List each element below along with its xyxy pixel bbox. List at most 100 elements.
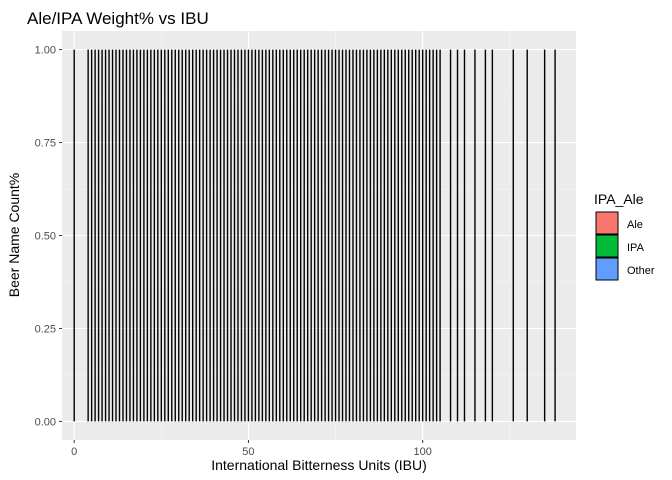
bar <box>153 49 156 422</box>
y-tick-label: 0.25 <box>35 323 56 335</box>
bar <box>90 49 93 422</box>
bar <box>456 49 459 422</box>
bar <box>226 49 229 422</box>
bar <box>359 49 361 422</box>
bar <box>136 49 138 422</box>
bar <box>181 49 183 422</box>
bar <box>435 49 438 422</box>
x-tick-label: 100 <box>413 446 431 458</box>
bar <box>268 49 271 422</box>
bar <box>111 49 114 422</box>
bar <box>205 49 208 422</box>
bar <box>115 49 117 422</box>
bar <box>310 49 312 422</box>
bar <box>157 49 159 422</box>
x-tick-label: 0 <box>71 446 77 458</box>
bar <box>223 49 225 422</box>
bar <box>404 49 406 422</box>
bar <box>421 49 424 422</box>
y-axis: 0.00 0.25 0.50 0.75 1.00 <box>35 45 62 428</box>
bar <box>164 49 166 422</box>
legend-title: IPA_Ale <box>594 191 644 207</box>
bar <box>212 49 215 422</box>
bar <box>554 49 556 422</box>
y-tick-label: 1.00 <box>35 45 56 57</box>
bar <box>425 49 427 422</box>
bar <box>209 49 211 422</box>
bar <box>104 49 107 422</box>
bar <box>219 49 222 422</box>
bar <box>394 49 396 422</box>
bar <box>293 49 295 422</box>
bar <box>474 49 476 422</box>
bar <box>198 49 201 422</box>
legend-label-ale: Ale <box>627 219 643 231</box>
bar <box>132 49 135 422</box>
bar <box>174 49 176 422</box>
bar <box>247 49 250 422</box>
bar <box>125 49 128 422</box>
x-tick-label: 50 <box>242 446 254 458</box>
bar <box>240 49 243 422</box>
legend-key-ale <box>595 211 619 235</box>
bar <box>439 49 441 422</box>
bar <box>313 49 316 422</box>
bar <box>146 49 149 422</box>
bar <box>258 49 260 422</box>
bar <box>463 49 466 422</box>
bar <box>202 49 204 422</box>
chart-title: Ale/IPA Weight% vs IBU <box>27 9 209 28</box>
bar <box>306 49 309 422</box>
legend-key-other <box>595 257 619 281</box>
bar <box>320 49 323 422</box>
bar <box>237 49 239 422</box>
bar <box>387 49 389 422</box>
bar <box>373 49 375 422</box>
bar <box>108 49 110 422</box>
y-tick-label: 0.75 <box>35 138 56 150</box>
bar <box>331 49 333 422</box>
bars <box>73 49 556 422</box>
bar <box>129 49 131 422</box>
bar <box>167 49 169 422</box>
bar <box>251 49 253 422</box>
bar <box>383 49 386 422</box>
y-tick-label: 0.00 <box>35 416 56 428</box>
bar <box>401 49 403 422</box>
bar <box>244 49 246 422</box>
bar <box>195 49 197 422</box>
bar <box>73 49 75 422</box>
bar <box>296 49 298 422</box>
bar <box>345 49 347 422</box>
legend-items: Ale IPA Other <box>595 211 655 281</box>
bar <box>526 49 528 422</box>
bar <box>449 49 452 422</box>
bar <box>289 49 291 422</box>
bar <box>143 49 145 422</box>
bar <box>275 49 278 422</box>
bar <box>261 49 264 422</box>
bar <box>94 49 96 422</box>
bar <box>408 49 410 422</box>
bar <box>282 49 284 422</box>
bar <box>484 49 487 422</box>
bar <box>97 49 100 422</box>
bar <box>432 49 434 422</box>
bar <box>341 49 344 422</box>
bar <box>160 49 163 422</box>
bar <box>376 49 379 422</box>
x-axis-title: International Bitterness Units (IBU) <box>211 457 427 473</box>
bar <box>362 49 365 422</box>
bar <box>188 49 190 422</box>
bar <box>411 49 413 422</box>
bar <box>216 49 218 422</box>
y-tick-label: 0.50 <box>35 231 56 243</box>
bar <box>265 49 267 422</box>
bar <box>286 49 288 422</box>
bar <box>366 49 368 422</box>
legend: IPA_Ale Ale IPA Other <box>594 191 655 281</box>
bar <box>324 49 326 422</box>
bar <box>397 49 399 422</box>
bar <box>327 49 330 422</box>
